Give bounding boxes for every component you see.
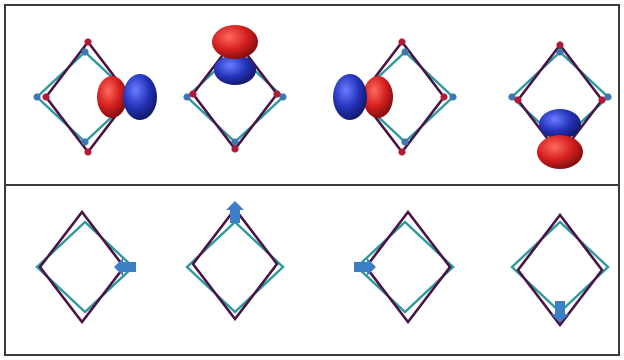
purple-square: [38, 209, 126, 325]
atom-blue: [231, 138, 239, 146]
purple-square: [191, 206, 279, 322]
orbital-lobe-inner: [214, 55, 256, 85]
atom-red: [514, 96, 522, 104]
displacement-arrow: [551, 301, 569, 323]
atom-red: [556, 41, 564, 49]
atom-red: [398, 38, 406, 46]
teal-square: [510, 220, 610, 314]
displacement-item: [510, 212, 610, 328]
displacement-panel: [35, 201, 610, 328]
displacement-item: [354, 209, 455, 325]
atom-blue: [449, 93, 457, 101]
atom-blue: [556, 48, 564, 56]
orbital-item: [508, 41, 612, 169]
atom-blue: [604, 93, 612, 101]
orbital-lobe-outer: [537, 135, 583, 169]
atom-blue: [33, 93, 41, 101]
atom-blue: [183, 93, 191, 101]
atom-red: [189, 90, 197, 98]
orbital-item: [183, 25, 287, 153]
bottom-panel-frame: [4, 184, 620, 356]
atom-blue: [81, 48, 89, 56]
orbital-lobe-outer: [333, 74, 367, 120]
purple-square: [516, 212, 604, 328]
atom-red: [398, 148, 406, 156]
orbital-panel: [33, 25, 612, 169]
teal-square: [185, 220, 285, 314]
orbital-lobe-inner: [539, 109, 581, 139]
atom-red: [440, 93, 448, 101]
orbital-lobe-inner: [363, 76, 393, 118]
atom-red: [273, 90, 281, 98]
displacement-item: [35, 209, 136, 325]
atom-blue: [279, 93, 287, 101]
atom-blue: [81, 138, 89, 146]
orbital-lobe-outer: [123, 74, 157, 120]
orbital-item: [333, 38, 457, 156]
atom-blue: [401, 138, 409, 146]
atom-blue: [401, 48, 409, 56]
orbital-item: [33, 38, 157, 156]
atom-red: [84, 38, 92, 46]
atom-red: [231, 145, 239, 153]
displacement-arrow: [354, 258, 376, 276]
atom-red: [598, 96, 606, 104]
orbital-lobe-inner: [97, 76, 127, 118]
atom-red: [84, 148, 92, 156]
atom-red: [42, 93, 50, 101]
orbital-lobe-outer: [212, 25, 258, 59]
atom-blue: [508, 93, 516, 101]
purple-square: [364, 209, 452, 325]
displacement-item: [185, 201, 285, 322]
displacement-arrow: [114, 258, 136, 276]
displacement-arrow: [226, 201, 244, 223]
